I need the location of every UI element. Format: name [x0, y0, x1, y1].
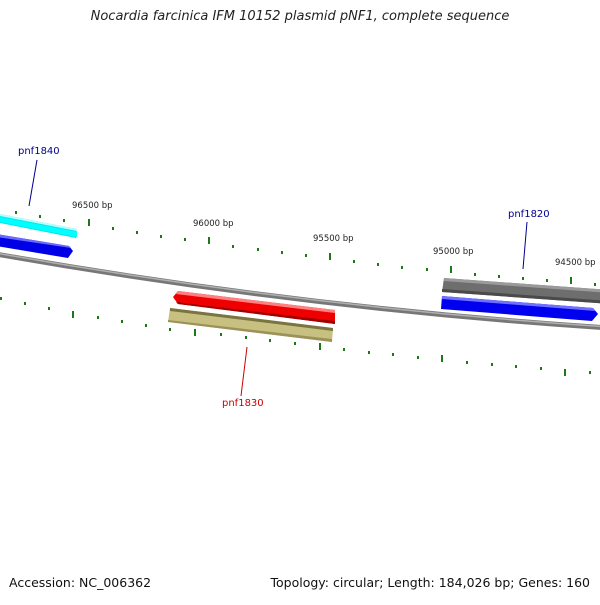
- upper-tick-row: [15, 211, 596, 286]
- cyan-feature[interactable]: [0, 212, 77, 238]
- gene-label-pnf1820[interactable]: pnf1820: [508, 209, 550, 220]
- red-feature[interactable]: [173, 291, 335, 324]
- map-title: Nocardia farcinica IFM 10152 plasmid pNF…: [90, 9, 510, 24]
- pnf1820-leader: [522, 221, 528, 270]
- plasmid-backbone: [0, 252, 600, 330]
- blue-feature-left[interactable]: [0, 233, 73, 258]
- summary-label: Topology: circular; Length: 184,026 bp; …: [270, 575, 591, 590]
- tick-label: 96000 bp: [193, 219, 234, 229]
- gray-feature[interactable]: [442, 278, 600, 304]
- olive-feature[interactable]: [168, 308, 333, 342]
- pnf1840-leader: [28, 159, 38, 207]
- blue-feature-right[interactable]: [441, 296, 598, 321]
- tick-label: 96500 bp: [72, 201, 113, 211]
- lower-tick-row: [0, 297, 591, 376]
- pnf1830-leader: [240, 346, 248, 397]
- accession-label: Accession: NC_006362: [9, 575, 152, 590]
- tick-label: 94500 bp: [555, 258, 596, 268]
- tick-label: 95500 bp: [313, 234, 354, 244]
- gene-label-pnf1840[interactable]: pnf1840: [18, 146, 60, 157]
- tick-label: 95000 bp: [433, 247, 474, 257]
- gene-label-pnf1830[interactable]: pnf1830: [222, 398, 264, 409]
